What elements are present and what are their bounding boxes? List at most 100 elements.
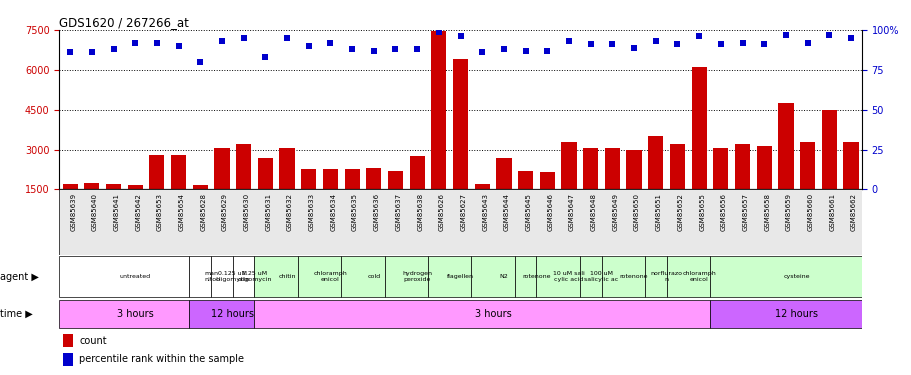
Bar <box>63 184 77 229</box>
Text: GSM85632: GSM85632 <box>287 193 292 231</box>
Text: rotenone: rotenone <box>522 274 550 279</box>
Bar <box>670 144 684 229</box>
Text: 0.125 uM
oligomycin: 0.125 uM oligomycin <box>215 271 250 282</box>
Bar <box>59 256 189 297</box>
Text: GSM85654: GSM85654 <box>179 193 184 231</box>
Point <box>821 32 835 38</box>
Text: GSM85641: GSM85641 <box>113 193 119 231</box>
Point <box>431 28 445 34</box>
Point <box>193 59 208 65</box>
Point <box>561 38 576 44</box>
Text: percentile rank within the sample: percentile rank within the sample <box>79 354 244 364</box>
Bar <box>384 256 427 297</box>
Bar <box>84 183 99 229</box>
Text: GSM85658: GSM85658 <box>763 193 770 231</box>
Text: GSM85660: GSM85660 <box>807 193 813 231</box>
Text: GSM85635: GSM85635 <box>352 193 358 231</box>
Bar <box>536 256 579 297</box>
Point <box>583 41 598 47</box>
Text: GSM85634: GSM85634 <box>330 193 336 231</box>
Text: GSM85649: GSM85649 <box>611 193 618 231</box>
Point <box>85 50 99 55</box>
Text: norflurazo
n: norflurazo n <box>650 271 681 282</box>
Point <box>128 40 142 46</box>
Text: count: count <box>79 336 107 345</box>
Bar <box>734 144 750 229</box>
Text: GSM85651: GSM85651 <box>655 193 661 231</box>
Bar <box>59 300 189 328</box>
Bar <box>666 256 710 297</box>
Bar <box>341 256 384 297</box>
Text: untreated: untreated <box>119 274 150 279</box>
Bar <box>149 155 164 229</box>
Bar <box>756 146 771 229</box>
Point <box>63 50 77 55</box>
Text: GDS1620 / 267266_at: GDS1620 / 267266_at <box>59 16 189 29</box>
Bar <box>496 158 511 229</box>
Text: GSM85646: GSM85646 <box>547 193 553 231</box>
Point <box>604 41 619 47</box>
Bar <box>453 59 467 229</box>
Bar <box>210 256 232 297</box>
Point <box>409 46 424 52</box>
Bar <box>582 148 598 229</box>
Point <box>496 46 511 52</box>
Bar <box>254 300 710 328</box>
Text: hydrogen
peroxide: hydrogen peroxide <box>402 271 432 282</box>
Bar <box>691 67 706 229</box>
Bar <box>128 185 143 229</box>
Point <box>691 33 706 39</box>
Bar <box>644 256 666 297</box>
Text: chloramph
enicol: chloramph enicol <box>681 271 715 282</box>
Point <box>388 46 403 52</box>
Text: rotenone: rotenone <box>619 274 648 279</box>
Text: agent ▶: agent ▶ <box>0 272 39 282</box>
Bar <box>409 156 425 229</box>
Point <box>517 48 532 54</box>
Text: man
nitol: man nitol <box>204 271 218 282</box>
Point <box>800 40 814 46</box>
Text: GSM85648: GSM85648 <box>590 193 596 231</box>
Text: GSM85661: GSM85661 <box>828 193 834 231</box>
Text: GSM85631: GSM85631 <box>265 193 271 231</box>
Text: GSM85628: GSM85628 <box>200 193 206 231</box>
Bar <box>648 136 662 229</box>
Text: GSM85657: GSM85657 <box>742 193 748 231</box>
Point <box>171 43 186 49</box>
Point <box>712 41 727 47</box>
Point <box>648 38 662 44</box>
Text: GSM85640: GSM85640 <box>92 193 97 231</box>
Bar <box>710 300 861 328</box>
Point <box>475 50 489 55</box>
Text: GSM85647: GSM85647 <box>568 193 574 231</box>
Text: 3 hours: 3 hours <box>117 309 153 319</box>
Point <box>322 40 337 46</box>
Text: GSM85627: GSM85627 <box>460 193 466 231</box>
Point <box>280 35 294 41</box>
Bar <box>431 32 446 229</box>
Bar <box>298 256 341 297</box>
Text: 12 hours: 12 hours <box>211 309 254 319</box>
Point <box>843 35 857 41</box>
Bar <box>106 184 121 229</box>
Text: GSM85636: GSM85636 <box>374 193 379 231</box>
Bar <box>427 256 471 297</box>
Point <box>149 40 164 46</box>
Text: GSM85629: GSM85629 <box>221 193 228 231</box>
Bar <box>254 256 298 297</box>
Text: chloramph
enicol: chloramph enicol <box>313 271 347 282</box>
Bar <box>387 171 403 229</box>
Bar <box>471 256 514 297</box>
Bar <box>189 300 254 328</box>
Text: GSM85639: GSM85639 <box>70 193 76 231</box>
Text: 100 uM
salicylic ac: 100 uM salicylic ac <box>584 271 618 282</box>
Bar <box>539 172 554 229</box>
Bar <box>579 256 601 297</box>
Point <box>453 33 467 39</box>
Point <box>670 41 684 47</box>
Point <box>366 48 381 54</box>
Text: GSM85645: GSM85645 <box>525 193 531 231</box>
Bar <box>301 170 316 229</box>
Bar <box>710 256 861 297</box>
Bar <box>236 144 251 229</box>
